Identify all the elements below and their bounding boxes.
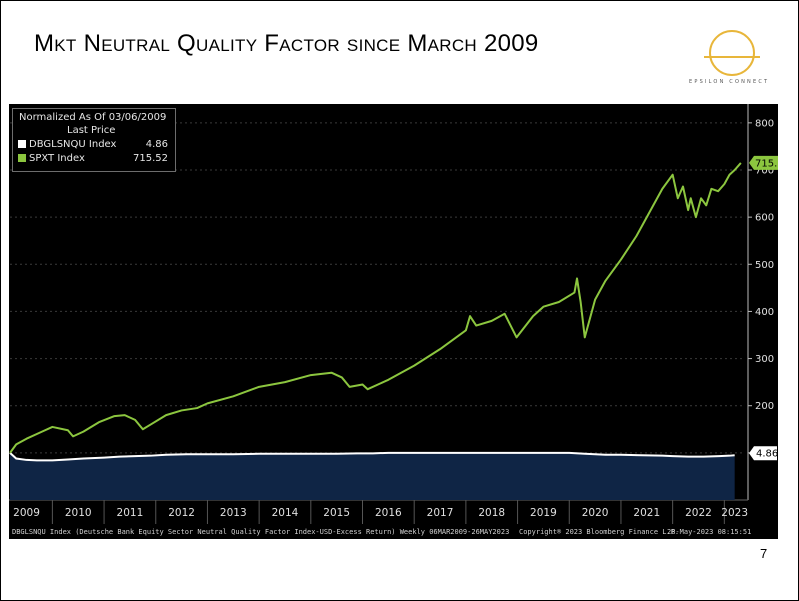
logo-mark bbox=[704, 30, 760, 76]
x-tick-label: 2016 bbox=[375, 507, 402, 519]
x-tick-label: 2018 bbox=[478, 507, 505, 519]
x-tick-label: 2019 bbox=[530, 507, 557, 519]
x-tick-label: 2020 bbox=[582, 507, 609, 519]
page-number: 7 bbox=[760, 546, 768, 561]
legend-swatch-spxt bbox=[18, 154, 26, 162]
legend-value-dbgl: 4.86 bbox=[145, 139, 168, 150]
x-tick-label: 2011 bbox=[117, 507, 144, 519]
footer-source: DBGLSNQU Index (Deutsche Bank Equity Sec… bbox=[12, 528, 510, 536]
logo-text: EPSILON CONNECT bbox=[689, 79, 770, 85]
series-spxt-line bbox=[9, 162, 742, 454]
x-tick-label: 2023 bbox=[721, 507, 748, 519]
chart-panel: 1002003004005006007008002009201020112012… bbox=[9, 104, 778, 539]
last-price-tag-spxt-text: 715.52 bbox=[755, 158, 778, 169]
x-tick-label: 2012 bbox=[168, 507, 195, 519]
series-dbgl-area bbox=[10, 452, 735, 500]
legend-item-dbgl: DBGLSNQU Index bbox=[18, 139, 116, 150]
y-tick-label: 700 bbox=[755, 166, 774, 177]
y-tick-label: 800 bbox=[755, 118, 774, 129]
x-tick-label: 2022 bbox=[685, 507, 712, 519]
legend: Normalized As Of 03/06/2009 Last Price D… bbox=[12, 108, 176, 172]
x-tick-label: 2017 bbox=[427, 507, 454, 519]
legend-subheader: Last Price bbox=[67, 125, 116, 136]
last-price-tag-dbgl-bg bbox=[749, 446, 777, 461]
legend-item-spxt: SPXT Index bbox=[18, 153, 85, 164]
y-tick-label: 600 bbox=[755, 213, 774, 224]
legend-label-dbgl: DBGLSNQU Index bbox=[29, 139, 117, 150]
line-chart: 1002003004005006007008002009201020112012… bbox=[9, 104, 778, 524]
last-price-tag-spxt-bg bbox=[749, 155, 778, 170]
legend-header: Normalized As Of 03/06/2009 bbox=[19, 112, 167, 123]
x-tick-label: 2014 bbox=[272, 507, 299, 519]
x-tick-label: 2021 bbox=[633, 507, 660, 519]
slide-title: Mkt Neutral Quality Factor since March 2… bbox=[34, 30, 539, 57]
y-tick-label: 500 bbox=[755, 260, 774, 271]
y-tick-label: 400 bbox=[755, 307, 774, 318]
y-tick-label: 200 bbox=[755, 401, 774, 412]
legend-label-spxt: SPXT Index bbox=[29, 153, 85, 164]
x-tick-label: 2010 bbox=[65, 507, 92, 519]
x-tick-label: 2013 bbox=[220, 507, 247, 519]
legend-value-spxt: 715.52 bbox=[133, 153, 168, 164]
last-price-tag-dbgl-text: 4.86 bbox=[756, 449, 778, 460]
footer-timestamp: 28-May-2023 08:15:51 bbox=[667, 528, 752, 536]
x-tick-label: 2015 bbox=[323, 507, 350, 519]
x-tick-label: 2009 bbox=[13, 507, 40, 519]
footer-copyright: Copyright® 2023 Bloomberg Finance L.P. bbox=[519, 528, 680, 536]
y-tick-label: 300 bbox=[755, 354, 774, 365]
series-dbgl-line bbox=[9, 451, 735, 462]
legend-swatch-dbgl bbox=[18, 140, 26, 148]
